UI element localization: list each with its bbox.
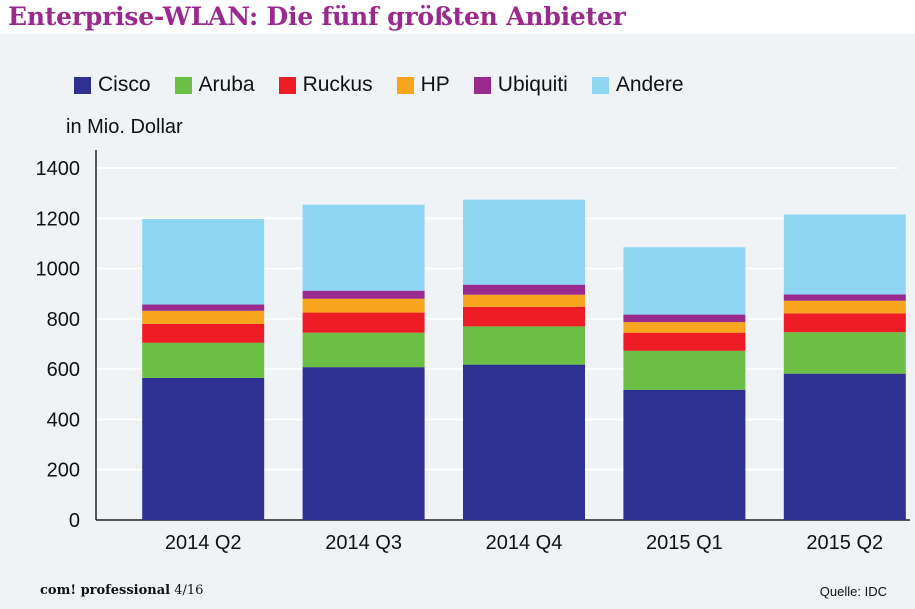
x-tick-label: 2014 Q3 (325, 532, 402, 554)
y-tick-label: 200 (47, 460, 80, 482)
legend-item-aruba: Aruba (174, 73, 255, 97)
y-tick-label: 1200 (36, 208, 81, 230)
bar-segment-ruckus (302, 312, 425, 333)
bar-segment-ruckus (142, 323, 265, 343)
legend-item-ubiquiti: Ubiquiti (473, 73, 568, 97)
bar-segment-hp (302, 298, 425, 313)
bar-segment-hp (463, 294, 585, 307)
bar-segment-cisco (783, 373, 906, 520)
bar-segment-ubiquiti (142, 304, 265, 311)
bar-segment-aruba (142, 342, 265, 378)
bar-segment-andere (142, 219, 265, 305)
bar-segment-andere (302, 204, 425, 291)
legend-label: Andere (615, 73, 684, 96)
bar-segment-aruba (783, 332, 906, 374)
y-tick-label: 600 (47, 359, 80, 381)
bar-segment-andere (463, 199, 585, 285)
legend-label: Cisco (98, 73, 151, 96)
bar-segment-ruckus (783, 313, 906, 333)
legend-swatch (74, 76, 91, 94)
footer-source: Quelle: IDC (819, 584, 887, 599)
legend-swatch (396, 76, 414, 94)
legend-item-hp: HP (396, 73, 450, 97)
bar-segment-ubiquiti (302, 290, 425, 299)
x-tick-label: 2015 Q1 (646, 532, 723, 554)
bar-segment-aruba (302, 332, 425, 368)
bar-segment-ubiquiti (623, 314, 746, 323)
bar-segment-ubiquiti (783, 294, 906, 301)
y-tick-label: 1400 (36, 158, 81, 180)
bar-segment-aruba (623, 350, 746, 390)
y-tick-label: 800 (47, 309, 80, 331)
legend-label: Aruba (198, 73, 255, 96)
footer-brand: com! professional (40, 583, 171, 598)
legend-swatch (174, 76, 192, 94)
bar-segment-andere (783, 214, 906, 295)
bar-segment-hp (783, 300, 906, 314)
y-axis-label: in Mio. Dollar (66, 116, 183, 138)
y-tick-label: 0 (69, 510, 80, 532)
chart-title: Enterprise-WLAN: Die fünf größten Anbiet… (8, 2, 626, 31)
legend-swatch (278, 76, 296, 94)
legend-label: Ruckus (302, 73, 373, 96)
bar-segment-andere (623, 247, 746, 315)
bar-segment-cisco (302, 367, 425, 520)
x-tick-label: 2015 Q2 (806, 532, 883, 554)
bar-segment-ubiquiti (463, 284, 585, 295)
legend-label: HP (420, 73, 450, 96)
y-tick-label: 1000 (36, 259, 81, 281)
bar-segment-hp (623, 322, 746, 333)
legend-item-andere: Andere (591, 73, 684, 97)
legend-swatch (591, 76, 609, 94)
y-tick-label: 400 (47, 409, 80, 431)
legend-swatch (473, 76, 491, 94)
bar-segment-hp (142, 310, 265, 324)
bar-segment-ruckus (463, 306, 585, 327)
x-tick-label: 2014 Q4 (486, 532, 563, 554)
bar-segment-cisco (142, 377, 265, 520)
bar-segment-cisco (463, 364, 585, 520)
bar-segment-ruckus (623, 332, 746, 351)
legend-item-cisco: Cisco (74, 73, 151, 97)
legend-label: Ubiquiti (497, 73, 568, 96)
footer-credit: com! professional 4/16 (40, 583, 203, 598)
bar-segment-cisco (623, 389, 746, 520)
bar-segment-aruba (463, 326, 585, 365)
legend: Cisco Aruba Ruckus HP Ubiquiti Andere (74, 72, 708, 98)
x-tick-label: 2014 Q2 (165, 532, 242, 554)
footer-issue: 4/16 (174, 583, 204, 598)
legend-item-ruckus: Ruckus (278, 73, 373, 97)
